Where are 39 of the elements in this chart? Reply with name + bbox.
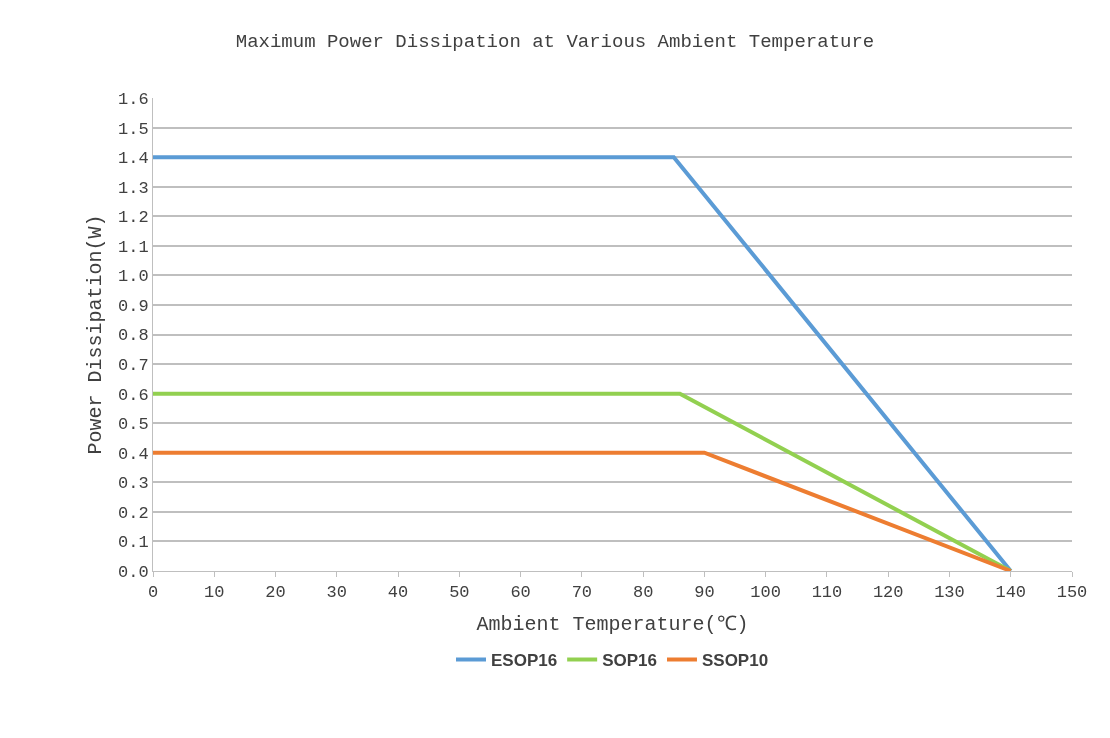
x-tick-label: 10 — [204, 583, 225, 603]
y-tick-label: 0.3 — [117, 474, 149, 494]
y-tick-label: 1.2 — [117, 208, 149, 228]
legend-label: ESOP16 — [491, 651, 558, 671]
y-tick-label: 0.1 — [117, 533, 149, 553]
y-tick-label: 0.9 — [117, 296, 149, 316]
y-tick-label: 0.2 — [117, 503, 149, 523]
x-tick-label: 40 — [387, 583, 409, 603]
x-tick-label: 140 — [995, 583, 1027, 603]
y-tick-label: 0.7 — [117, 356, 149, 376]
x-tick-label: 0 — [147, 583, 159, 603]
y-tick-label: 1.5 — [117, 119, 149, 139]
y-tick-label: 1.1 — [117, 237, 149, 257]
chart-title: Maximum Power Dissipation at Various Ambient Temperature — [235, 30, 875, 53]
x-tick-label: 90 — [694, 583, 715, 603]
x-tick-label: 130 — [934, 583, 965, 603]
y-tick-label: 1.6 — [117, 89, 149, 109]
legend-label: SSOP10 — [701, 651, 769, 671]
x-tick-label: 80 — [632, 583, 654, 603]
y-tick-label: 1.4 — [117, 149, 149, 169]
x-tick-label: 110 — [811, 583, 843, 603]
x-tick-label: 150 — [1056, 583, 1088, 603]
x-tick-label: 20 — [265, 583, 286, 603]
x-tick-label: 70 — [571, 583, 593, 603]
y-tick-label: 0.8 — [117, 326, 149, 346]
x-axis-title: Ambient Temperature(℃) — [476, 612, 749, 636]
y-tick-label: 0.5 — [117, 415, 149, 435]
y-tick-label: 1.3 — [117, 178, 149, 198]
x-tick-label: 50 — [449, 583, 470, 603]
x-tick-label: 120 — [872, 583, 904, 603]
y-tick-label: 0.4 — [117, 444, 149, 464]
legend-label: SOP16 — [602, 651, 657, 671]
y-axis-title: Power Dissipation(W) — [84, 214, 108, 455]
y-tick-label: 1.0 — [117, 267, 149, 287]
y-tick-label: 0.0 — [117, 562, 149, 582]
x-tick-label: 30 — [326, 583, 347, 603]
y-tick-label: 0.6 — [117, 385, 149, 405]
x-tick-label: 100 — [750, 583, 781, 603]
x-tick-label: 60 — [510, 583, 531, 603]
